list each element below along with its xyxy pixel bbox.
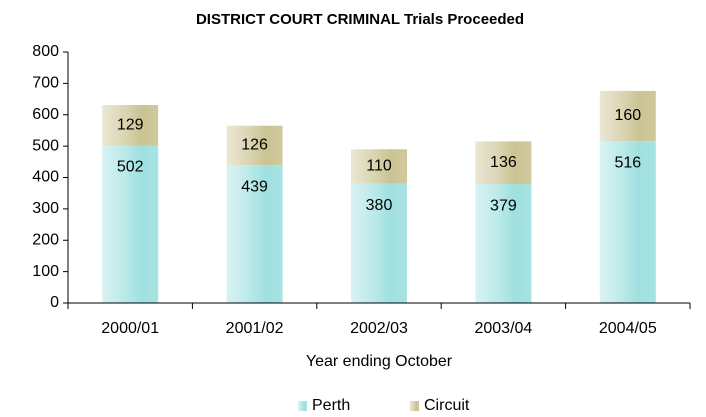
data-label: 126: [241, 137, 268, 154]
x-tick-label: 2001/02: [226, 320, 284, 337]
bar-segment: [351, 149, 407, 184]
data-label: 502: [117, 159, 144, 176]
data-label: 136: [490, 154, 517, 171]
x-axis-title: Year ending October: [306, 353, 453, 370]
x-tick-label: 2002/03: [350, 320, 408, 337]
y-tick-label: 300: [32, 200, 59, 217]
y-tick-label: 0: [50, 294, 59, 311]
bar-segment: [599, 141, 656, 303]
data-label: 379: [490, 197, 517, 214]
legend-label: Circuit: [424, 397, 470, 414]
data-label: 380: [366, 197, 393, 214]
data-label: 129: [117, 116, 144, 133]
legend-swatch: [298, 401, 307, 411]
x-tick-label: 2004/05: [599, 320, 657, 337]
y-tick-label: 400: [32, 169, 59, 186]
y-tick-label: 200: [32, 231, 59, 248]
x-tick-label: 2003/04: [474, 320, 532, 337]
data-label: 439: [241, 178, 268, 195]
y-tick-label: 100: [32, 263, 59, 280]
y-tick-label: 600: [32, 106, 59, 123]
legend-label: Perth: [312, 397, 350, 414]
x-tick-label: 2000/01: [101, 320, 159, 337]
bar-segment: [102, 105, 159, 146]
bar-segment: [351, 183, 407, 303]
y-tick-label: 800: [32, 43, 59, 60]
y-tick-label: 500: [32, 137, 59, 154]
bar-segment: [226, 125, 283, 166]
bar-segment: [475, 184, 532, 303]
bar-segment: [475, 141, 532, 185]
data-label: 160: [614, 107, 641, 124]
y-tick-label: 700: [32, 75, 59, 92]
data-label: 110: [366, 158, 392, 175]
legend-swatch: [410, 401, 419, 411]
bar-segment: [226, 165, 283, 303]
chart-title: DISTRICT COURT CRIMINAL Trials Proceeded: [196, 11, 524, 28]
bar-segment: [599, 90, 656, 142]
bar-segment: [102, 145, 159, 303]
data-label: 516: [614, 154, 641, 171]
